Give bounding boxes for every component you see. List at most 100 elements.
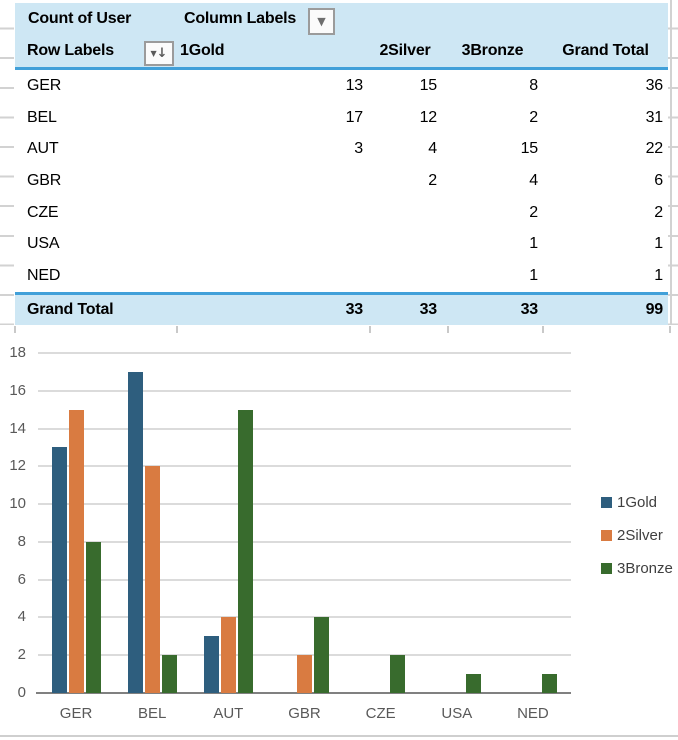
value-cell[interactable]: 6	[654, 172, 663, 190]
value-cell[interactable]: 3	[354, 140, 363, 158]
value-cell[interactable]: 31	[645, 108, 664, 126]
row-label-cell[interactable]: GBR	[27, 172, 62, 190]
row-label-cell[interactable]: NED	[27, 267, 61, 285]
value-cell[interactable]: 13	[345, 77, 364, 94]
row-label-cell[interactable]: AUT	[27, 140, 59, 158]
value-cell[interactable]: 17	[345, 108, 364, 126]
value-cell[interactable]: 4	[428, 140, 437, 158]
value-cell[interactable]	[177, 260, 368, 292]
bar-3bronze[interactable]	[85, 541, 101, 693]
bar-3bronze[interactable]	[542, 674, 558, 693]
pivot-header-row-2: Row Labels 1Gold 2Silver 3Bronze Grand T…	[15, 35, 668, 70]
column-labels-filter-button[interactable]: ▼	[308, 8, 335, 35]
value-cell[interactable]: 15	[419, 77, 438, 94]
row-label-cell[interactable]: USA	[27, 235, 60, 253]
value-cell[interactable]: 12	[419, 108, 438, 126]
y-axis-tick-label: 0	[17, 684, 26, 701]
grand-total-cell[interactable]: 33	[419, 300, 438, 318]
column-chart[interactable]: 0 2 4 6 8 10 12 14 16 18 GER BEL AUT GBR CZE USA NED 1Gol…	[0, 333, 678, 732]
gridline	[38, 503, 571, 506]
value-cell[interactable]: 4	[529, 172, 538, 190]
value-cell[interactable]: 1	[529, 267, 538, 285]
bar-2silver[interactable]	[144, 466, 160, 693]
column-header-1gold[interactable]: 1Gold	[180, 42, 225, 59]
value-cell[interactable]	[177, 165, 368, 197]
grid-tick	[542, 326, 544, 333]
bar-3bronze[interactable]	[314, 617, 329, 693]
grand-total-cell[interactable]: 33	[345, 300, 364, 318]
y-axis-tick-label: 18	[9, 344, 26, 361]
x-axis-category-label: GER	[59, 705, 93, 722]
bar-1gold[interactable]	[51, 447, 67, 693]
x-axis-category-label: GBR	[288, 705, 321, 722]
table-row: GER 13 15 8 36	[15, 70, 668, 102]
legend-swatch-icon	[601, 497, 612, 508]
value-cell[interactable]: 1	[654, 235, 663, 253]
grand-total-cell[interactable]: 33	[520, 300, 539, 318]
sort-descending-icon: ↓	[156, 46, 168, 61]
value-cell[interactable]: 2	[654, 203, 663, 221]
grand-total-label-cell[interactable]: Grand Total	[27, 300, 114, 318]
row-labels-filter-button[interactable]: ▼ ↓	[144, 41, 174, 66]
legend-swatch-icon	[601, 530, 612, 541]
value-cell[interactable]: 8	[529, 77, 538, 94]
table-row: GBR 2 4 6	[15, 165, 668, 197]
bar-3bronze[interactable]	[161, 655, 177, 693]
grid-tick	[14, 326, 16, 333]
column-labels-label: Column Labels	[184, 10, 297, 27]
value-cell[interactable]: 22	[645, 140, 664, 158]
table-row: NED 1 1	[15, 260, 668, 292]
row-labels-header-cell[interactable]: Row Labels	[27, 42, 114, 59]
table-row: AUT 3 4 15 22	[15, 133, 668, 166]
legend-item-2silver[interactable]: 2Silver	[601, 526, 673, 545]
bar-1gold[interactable]	[127, 371, 143, 693]
bar-2silver[interactable]	[220, 617, 236, 693]
table-row: USA 1 1	[15, 228, 668, 261]
bar-3bronze[interactable]	[390, 655, 406, 693]
x-axis-line	[36, 692, 571, 694]
legend-item-3bronze[interactable]: 3Bronze	[601, 559, 673, 578]
sheet-row-gridlines-left	[0, 0, 14, 333]
gridline	[38, 352, 571, 354]
x-axis-category-label: BEL	[138, 705, 167, 722]
value-cell[interactable]: 1	[529, 235, 538, 253]
value-cell[interactable]: 1	[654, 267, 663, 285]
grid-tick	[669, 326, 671, 333]
legend-item-1gold[interactable]: 1Gold	[601, 493, 673, 512]
column-header-2silver[interactable]: 2Silver	[379, 42, 431, 59]
value-cell[interactable]: 15	[520, 140, 539, 158]
bar-2silver[interactable]	[297, 655, 312, 693]
value-cell[interactable]: 2	[428, 172, 437, 190]
grid-tick	[447, 326, 449, 333]
row-label-cell[interactable]: BEL	[27, 108, 57, 126]
column-header-3bronze[interactable]: 3Bronze	[461, 42, 524, 59]
table-row: BEL 17 12 2 31	[15, 101, 668, 134]
row-label-cell[interactable]: GER	[27, 77, 62, 94]
value-cell[interactable]	[177, 228, 368, 260]
gridline	[38, 389, 571, 392]
grid-tick	[176, 326, 178, 333]
value-cell[interactable]	[368, 197, 442, 229]
value-cell[interactable]	[368, 228, 442, 260]
sheet-column-gridline-right	[670, 0, 672, 333]
grand-total-cell[interactable]: 99	[645, 300, 664, 318]
bar-1gold[interactable]	[203, 636, 219, 693]
dropdown-arrow-icon: ▼	[150, 48, 157, 58]
column-header-grand-total[interactable]: Grand Total	[562, 42, 649, 59]
pivot-header-row-1: Count of User Column Labels	[15, 3, 668, 35]
pivot-title: Count of User	[28, 10, 132, 27]
bar-3bronze[interactable]	[237, 409, 253, 693]
x-axis-category-label: NED	[517, 705, 549, 722]
gridline	[38, 427, 571, 430]
value-cell[interactable]	[368, 260, 442, 292]
bar-3bronze[interactable]	[466, 674, 482, 693]
value-cell[interactable]: 2	[529, 203, 538, 221]
x-axis-category-label: CZE	[365, 705, 396, 722]
value-cell[interactable]: 2	[529, 108, 538, 126]
row-label-cell[interactable]: CZE	[27, 203, 59, 221]
value-cell[interactable]	[177, 197, 368, 229]
bar-2silver[interactable]	[68, 409, 84, 693]
value-cell[interactable]: 36	[645, 77, 664, 94]
x-axis-category-label: AUT	[213, 705, 244, 722]
